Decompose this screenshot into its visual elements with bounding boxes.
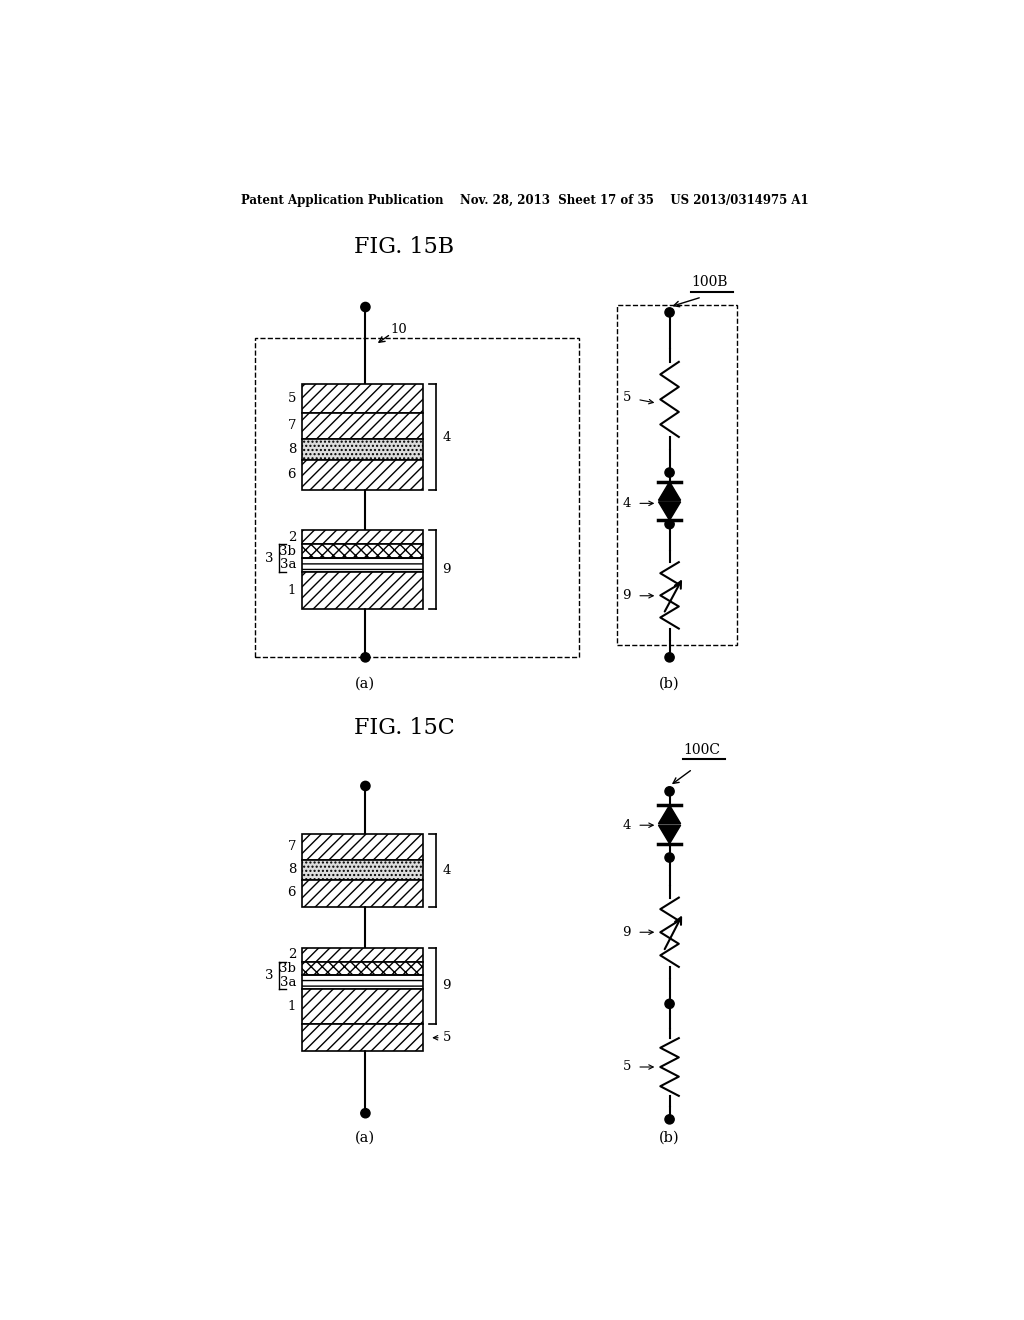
Bar	[301, 961, 423, 975]
Text: (a): (a)	[355, 1131, 376, 1144]
Circle shape	[665, 999, 674, 1008]
Circle shape	[665, 520, 674, 529]
Text: 7: 7	[288, 418, 296, 432]
Text: 5: 5	[623, 1060, 631, 1073]
Text: 4: 4	[442, 865, 451, 878]
Bar	[301, 384, 423, 413]
Circle shape	[665, 653, 674, 663]
Bar	[301, 1024, 423, 1051]
Circle shape	[665, 1114, 674, 1125]
Text: 9: 9	[623, 925, 631, 939]
Text: Patent Application Publication    Nov. 28, 2013  Sheet 17 of 35    US 2013/03149: Patent Application Publication Nov. 28, …	[241, 194, 809, 207]
Text: 9: 9	[623, 589, 631, 602]
Polygon shape	[658, 482, 681, 500]
Text: 5: 5	[623, 391, 631, 404]
Circle shape	[360, 1109, 370, 1118]
Text: 3a: 3a	[280, 558, 296, 572]
Text: FIG. 15B: FIG. 15B	[354, 236, 454, 257]
Bar	[301, 461, 423, 490]
Text: 6: 6	[288, 887, 296, 899]
Text: 6: 6	[288, 469, 296, 482]
Circle shape	[360, 302, 370, 312]
Text: 9: 9	[442, 564, 451, 576]
Bar	[301, 948, 423, 961]
Bar	[301, 975, 423, 989]
Circle shape	[665, 787, 674, 796]
Text: (b): (b)	[659, 677, 680, 690]
Bar	[301, 531, 423, 544]
Circle shape	[665, 469, 674, 478]
Circle shape	[665, 853, 674, 862]
Text: 7: 7	[288, 841, 296, 853]
Polygon shape	[658, 805, 681, 824]
Text: 8: 8	[288, 863, 296, 876]
Circle shape	[665, 308, 674, 317]
Polygon shape	[658, 825, 681, 843]
Text: 100C: 100C	[683, 743, 721, 756]
Text: 3b: 3b	[280, 962, 296, 975]
Text: 3: 3	[264, 552, 273, 565]
Text: 3a: 3a	[280, 975, 296, 989]
Text: 4: 4	[623, 818, 631, 832]
Text: 9: 9	[442, 979, 451, 991]
Text: 3: 3	[264, 969, 273, 982]
Bar	[301, 572, 423, 609]
Bar	[301, 834, 423, 859]
Text: 10: 10	[391, 323, 408, 335]
Bar	[301, 558, 423, 572]
Bar	[301, 438, 423, 461]
Bar	[301, 544, 423, 558]
Bar	[301, 413, 423, 438]
Text: 8: 8	[288, 444, 296, 455]
Text: 1: 1	[288, 999, 296, 1012]
Bar	[255, 338, 579, 657]
Text: 2: 2	[288, 531, 296, 544]
Polygon shape	[658, 502, 681, 520]
Bar	[617, 305, 736, 645]
Text: FIG. 15C: FIG. 15C	[353, 717, 455, 739]
Circle shape	[360, 653, 370, 663]
Text: 2: 2	[288, 948, 296, 961]
Text: 4: 4	[623, 496, 631, 510]
Bar	[301, 989, 423, 1024]
Text: 3b: 3b	[280, 545, 296, 557]
Text: 1: 1	[288, 583, 296, 597]
Text: 100B: 100B	[691, 275, 728, 289]
Text: 5: 5	[288, 392, 296, 405]
Circle shape	[360, 781, 370, 791]
Text: (b): (b)	[659, 1131, 680, 1144]
Text: 4: 4	[442, 430, 451, 444]
Bar	[301, 859, 423, 880]
Text: (a): (a)	[355, 677, 376, 690]
Bar	[301, 880, 423, 907]
Text: 5: 5	[442, 1031, 451, 1044]
